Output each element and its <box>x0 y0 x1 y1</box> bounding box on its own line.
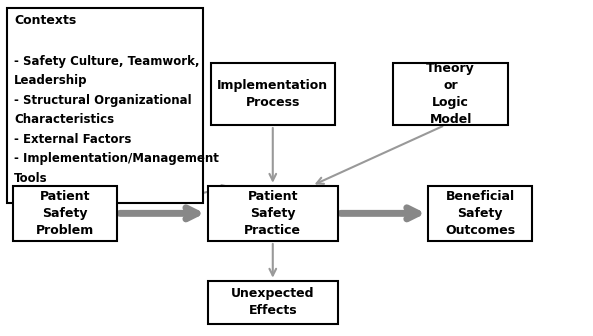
Text: Leadership: Leadership <box>14 74 88 87</box>
Text: Unexpected
Effects: Unexpected Effects <box>231 287 314 318</box>
FancyBboxPatch shape <box>393 63 508 125</box>
FancyBboxPatch shape <box>211 63 335 125</box>
FancyBboxPatch shape <box>208 185 338 241</box>
Text: Contexts: Contexts <box>14 14 76 28</box>
FancyBboxPatch shape <box>14 185 117 241</box>
Text: - Implementation/Management: - Implementation/Management <box>14 152 219 165</box>
Text: Theory
or
Logic
Model: Theory or Logic Model <box>426 62 475 126</box>
Text: Implementation
Process: Implementation Process <box>217 79 329 109</box>
Text: Patient
Safety
Practice: Patient Safety Practice <box>244 190 301 237</box>
Text: - Safety Culture, Teamwork,: - Safety Culture, Teamwork, <box>14 55 200 68</box>
Text: - Structural Organizational: - Structural Organizational <box>14 94 192 107</box>
FancyBboxPatch shape <box>7 8 203 203</box>
Text: Characteristics: Characteristics <box>14 113 114 126</box>
Text: - External Factors: - External Factors <box>14 133 132 146</box>
Text: Patient
Safety
Problem: Patient Safety Problem <box>36 190 94 237</box>
FancyBboxPatch shape <box>428 185 532 241</box>
Text: Beneficial
Safety
Outcomes: Beneficial Safety Outcomes <box>445 190 515 237</box>
FancyBboxPatch shape <box>208 281 338 324</box>
Text: Tools: Tools <box>14 172 48 185</box>
